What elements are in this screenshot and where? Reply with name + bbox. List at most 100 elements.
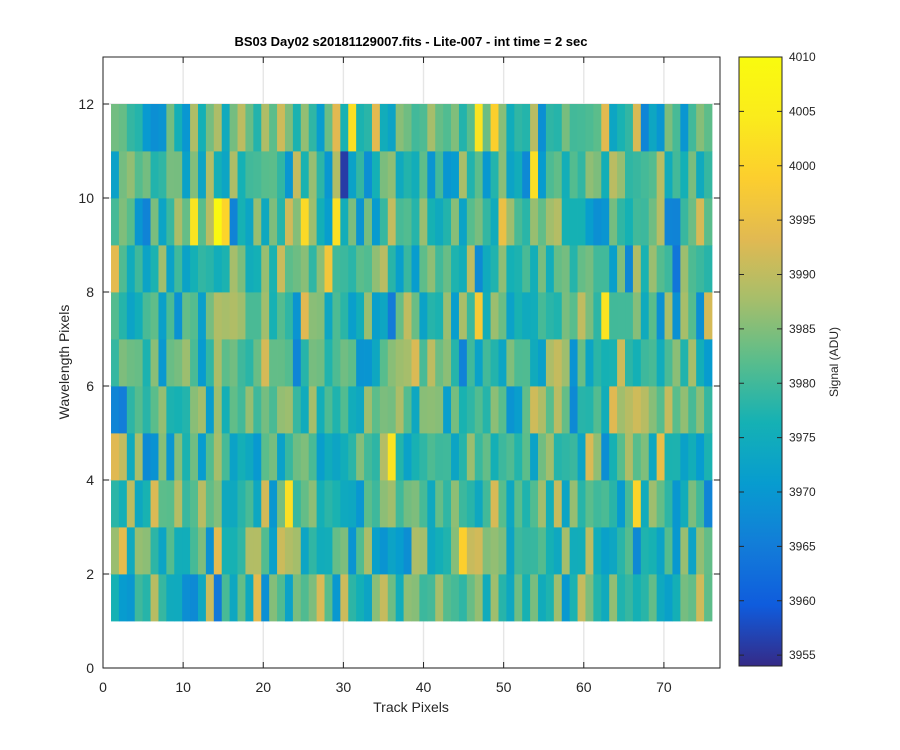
heatmap-cell <box>625 574 634 622</box>
heatmap-cell <box>221 245 231 293</box>
heatmap-cell <box>182 527 191 575</box>
heatmap-cell <box>316 104 325 152</box>
heatmap-cell <box>387 527 397 575</box>
y-axis-label: Wavelength Pixels <box>56 305 72 420</box>
heatmap-cell <box>395 480 404 528</box>
heatmap-cell <box>308 433 318 481</box>
heatmap-cell <box>332 151 341 199</box>
heatmap-cell <box>269 151 278 199</box>
heatmap-cell <box>601 433 610 481</box>
heatmap-cell <box>490 198 499 246</box>
heatmap-cell <box>174 245 183 293</box>
heatmap-cell <box>150 151 159 199</box>
heatmap-cell <box>648 198 658 246</box>
heatmap-cell <box>205 480 215 528</box>
heatmap-cell <box>316 245 325 293</box>
heatmap-cell <box>277 574 286 622</box>
heatmap-cell <box>569 527 578 575</box>
heatmap-cell <box>197 151 207 199</box>
heatmap-cell <box>680 104 689 152</box>
heatmap-cell <box>625 151 634 199</box>
heatmap-cell <box>696 339 705 387</box>
heatmap-cell <box>696 198 705 246</box>
heatmap-cell <box>387 339 397 387</box>
heatmap-cell <box>245 198 254 246</box>
heatmap-cell <box>474 151 484 199</box>
heatmap-cell <box>150 339 159 387</box>
heatmap-cell <box>680 386 689 434</box>
heatmap-cell <box>403 292 412 340</box>
heatmap-cell <box>545 386 555 434</box>
heatmap-cell <box>648 292 658 340</box>
heatmap-cell <box>118 292 128 340</box>
heatmap-cell <box>197 433 207 481</box>
heatmap-cell <box>356 527 365 575</box>
heatmap-cell <box>585 574 594 622</box>
heatmap-cell <box>498 104 507 152</box>
heatmap-cell <box>111 245 120 293</box>
heatmap-cell <box>292 198 302 246</box>
heatmap-cell <box>648 480 658 528</box>
heatmap-cell <box>656 292 665 340</box>
heatmap-cell <box>324 104 333 152</box>
heatmap-cell <box>387 433 397 481</box>
heatmap-cell <box>522 574 531 622</box>
heatmap-cell <box>617 574 626 622</box>
heatmap-cell <box>466 292 476 340</box>
heatmap-cell <box>506 574 515 622</box>
heatmap-cell <box>609 104 618 152</box>
heatmap-cell <box>332 480 341 528</box>
heatmap-cell <box>348 198 357 246</box>
heatmap-cell <box>111 104 120 152</box>
heatmap-cell <box>118 339 128 387</box>
heatmap-cell <box>134 198 144 246</box>
heatmap-cell <box>174 527 183 575</box>
heatmap-cell <box>324 339 333 387</box>
heatmap-cell <box>609 433 618 481</box>
heatmap-cell <box>205 245 215 293</box>
heatmap-cell <box>245 104 254 152</box>
heatmap-cell <box>166 574 175 622</box>
heatmap-cell <box>205 433 215 481</box>
heatmap-cell <box>474 386 484 434</box>
heatmap-cell <box>261 574 270 622</box>
heatmap-cell <box>696 527 705 575</box>
heatmap-cell <box>419 527 428 575</box>
heatmap-cell <box>237 292 246 340</box>
heatmap-cell <box>514 480 523 528</box>
heatmap-cell <box>150 198 159 246</box>
x-tick-label: 10 <box>175 679 191 695</box>
heatmap-cell <box>284 386 294 434</box>
heatmap-cell <box>506 386 515 434</box>
heatmap-cell <box>538 574 547 622</box>
heatmap-cell <box>561 104 571 152</box>
heatmap-cell <box>229 480 238 528</box>
colorbar-frame <box>738 56 783 667</box>
heatmap-cell <box>617 198 626 246</box>
heatmap-cell <box>111 574 120 622</box>
heatmap-cell <box>174 433 183 481</box>
heatmap-cell <box>126 433 136 481</box>
heatmap-cell <box>419 339 428 387</box>
heatmap-cell <box>134 104 144 152</box>
heatmap-cell <box>332 198 341 246</box>
heatmap-cell <box>364 151 373 199</box>
heatmap-cell <box>466 527 476 575</box>
heatmap-cell <box>387 386 397 434</box>
colorbar-tick-label: 3995 <box>789 213 816 227</box>
heatmap-cell <box>506 292 515 340</box>
heatmap-cell <box>166 480 175 528</box>
heatmap-cell <box>482 574 491 622</box>
heatmap-cell <box>680 574 689 622</box>
heatmap-cell <box>182 245 191 293</box>
heatmap-cell <box>482 480 491 528</box>
heatmap-cell <box>348 386 357 434</box>
heatmap-cell <box>190 245 199 293</box>
heatmap-cell <box>514 292 523 340</box>
heatmap-cell <box>680 527 689 575</box>
heatmap-cell <box>593 527 602 575</box>
heatmap-cell <box>514 574 523 622</box>
heatmap-cell <box>158 527 167 575</box>
heatmap-cell <box>514 104 523 152</box>
heatmap-cell <box>466 151 476 199</box>
